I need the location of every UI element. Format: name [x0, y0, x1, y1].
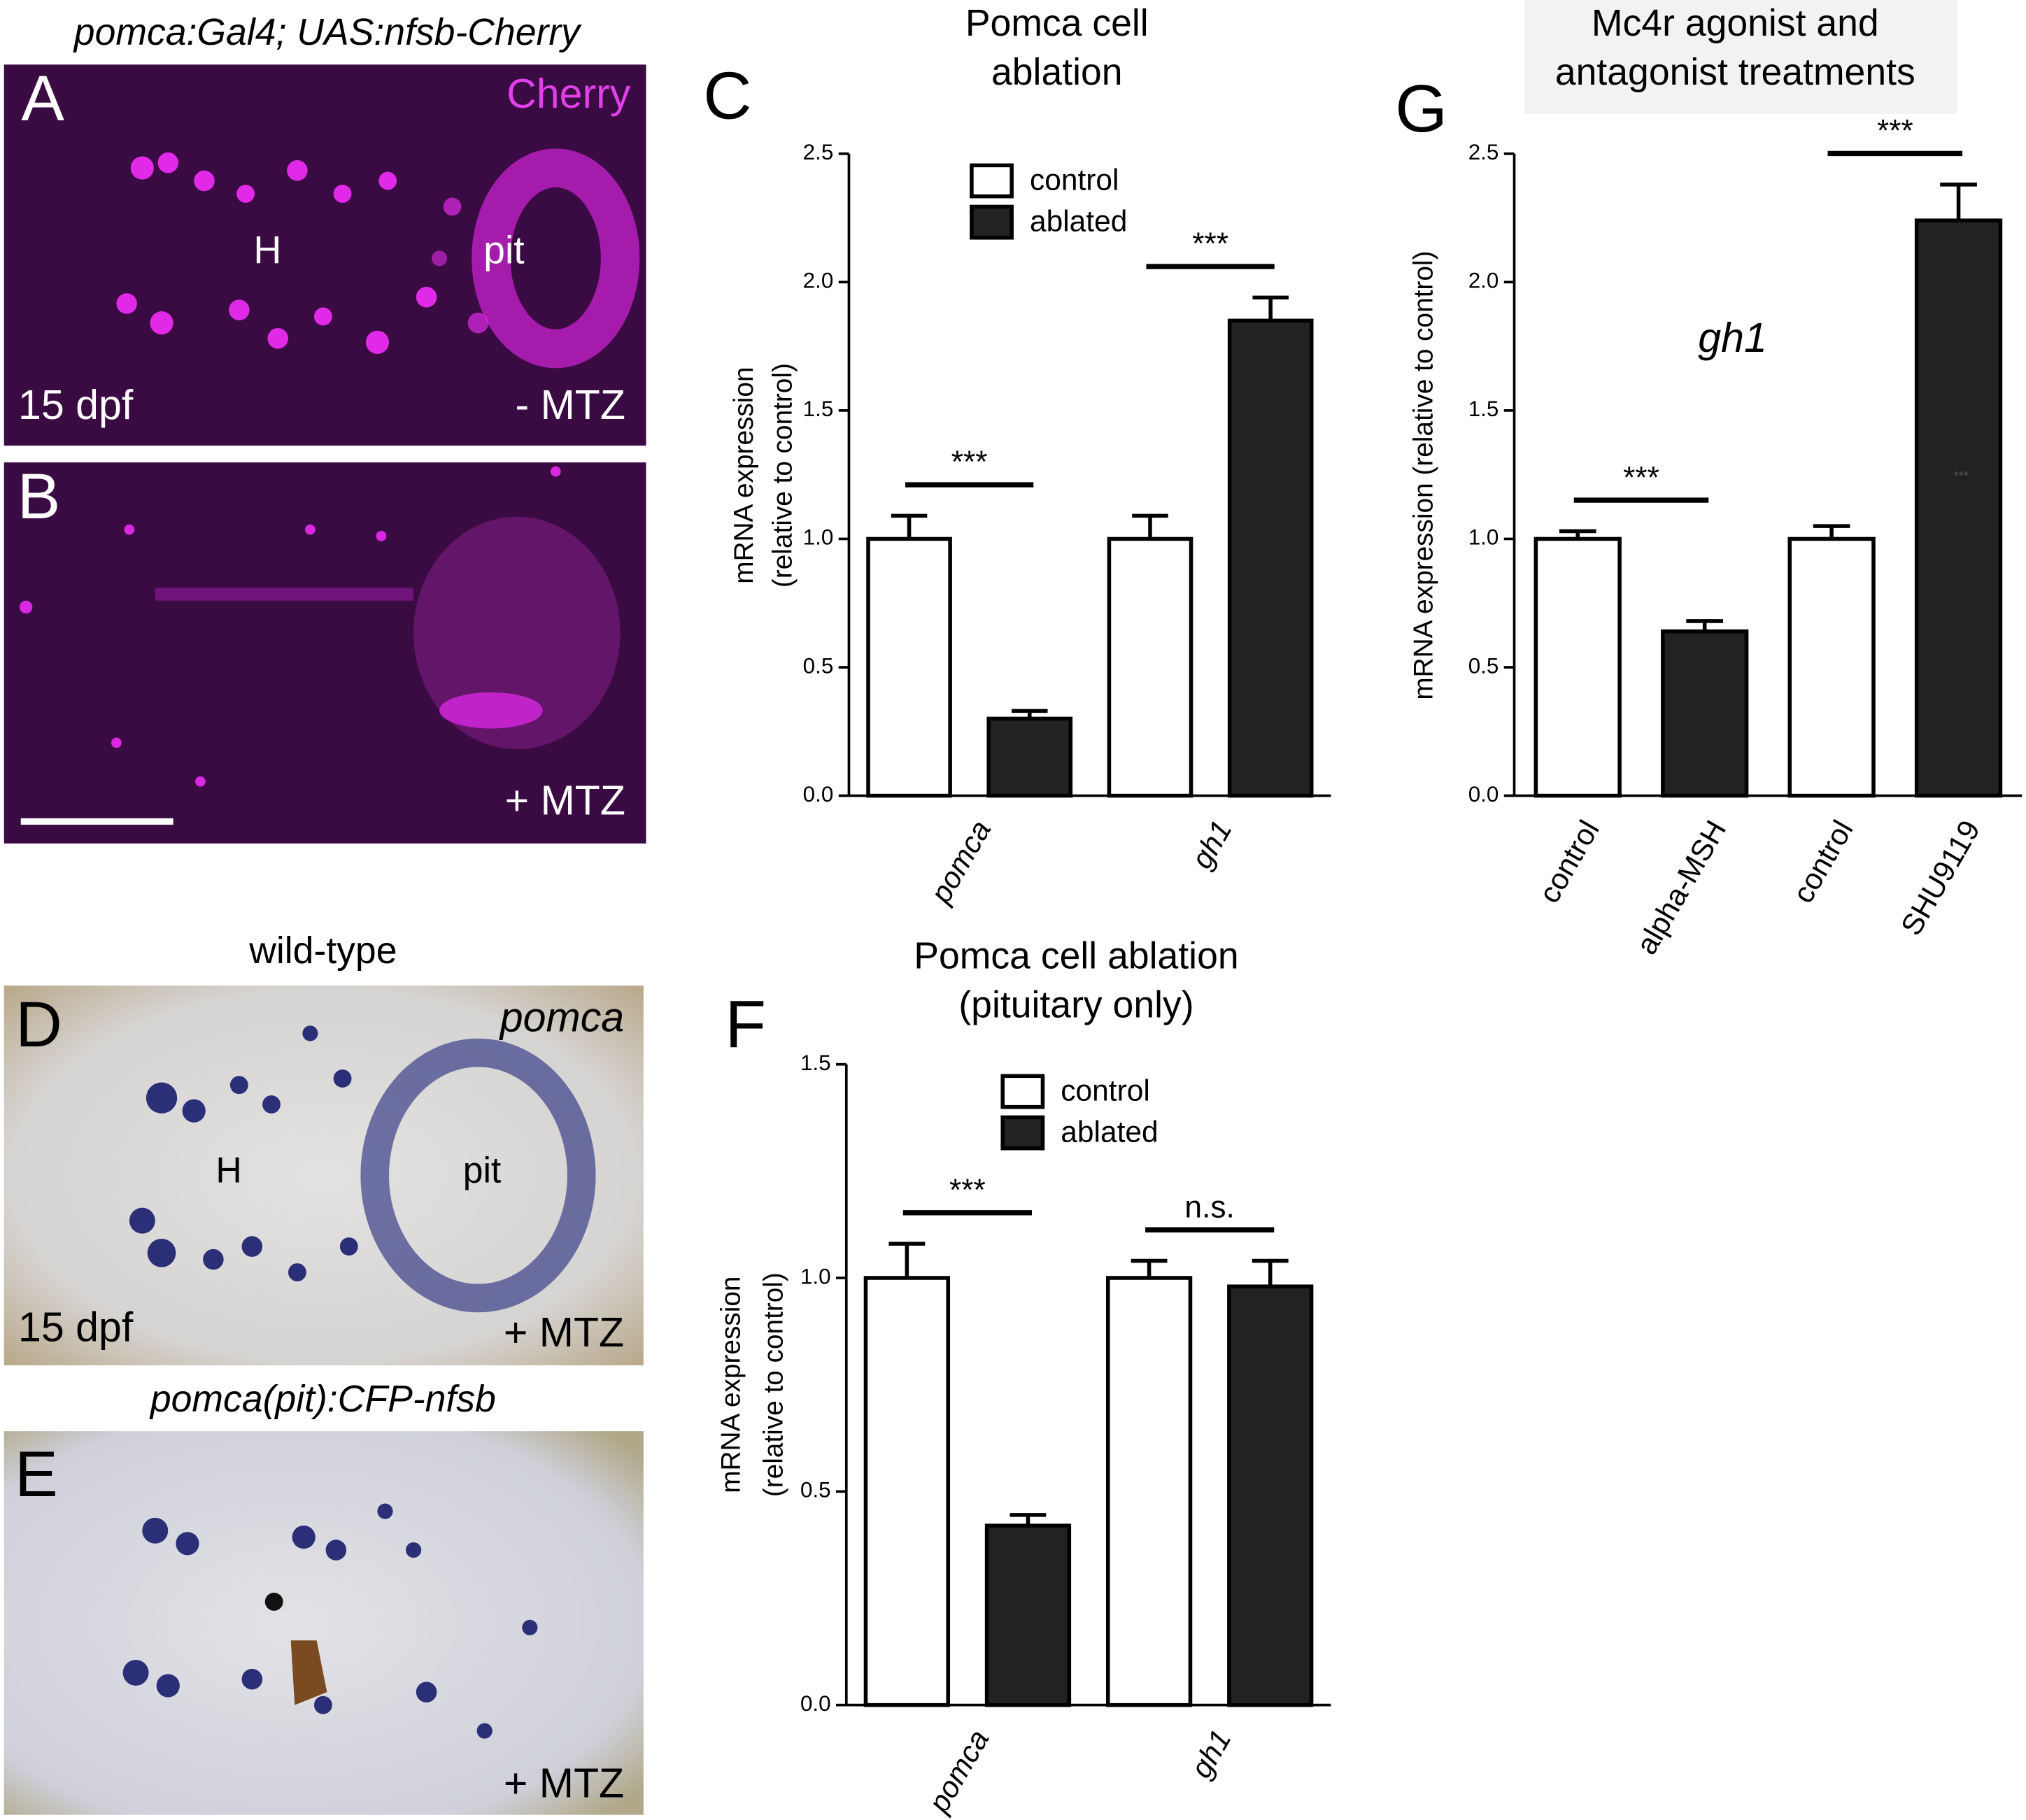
y-tick-label: 0.0 [803, 782, 834, 806]
panel-letter: F [725, 987, 766, 1062]
legend-label: ablated [1030, 205, 1127, 238]
bar [1227, 1284, 1314, 1707]
stray-mark: *** [1953, 468, 1969, 483]
y-tick-label: 0.5 [803, 653, 834, 678]
channel-label: Cherry [506, 71, 631, 117]
region-label: H [253, 229, 281, 272]
bar [1533, 536, 1622, 798]
bar [1914, 218, 2003, 798]
bar [1787, 536, 1876, 798]
y-axis-label: mRNA expression [716, 1277, 746, 1493]
panel-letter: E [15, 1437, 58, 1510]
y-tick-label: 2.5 [1468, 140, 1499, 164]
region-label: pit [483, 229, 525, 272]
bar [986, 716, 1073, 798]
x-tick-label: control [1786, 815, 1859, 909]
cells [122, 1503, 538, 1739]
significance-label: n.s. [1184, 1190, 1234, 1224]
micrograph [3, 986, 644, 1365]
bar [863, 1276, 950, 1707]
bar [1105, 1276, 1193, 1707]
legend-label: control [1030, 164, 1119, 197]
panel-letter: D [15, 988, 62, 1060]
y-tick-label: 2.0 [1468, 269, 1499, 293]
legend-swatch [970, 163, 1014, 199]
chart-title: Pomca cell [965, 3, 1149, 44]
bar [984, 1523, 1072, 1707]
y-tick-label: 1.5 [1468, 397, 1499, 421]
panel-title: pomca:Gal4; UAS:nfsb-Cherry [73, 12, 582, 53]
y-tick-label: 1.0 [803, 525, 834, 550]
cells [116, 148, 640, 369]
panel-letter: B [17, 460, 61, 532]
bar [1107, 536, 1193, 798]
y-tick-label: 2.0 [803, 269, 834, 293]
significance-label: *** [951, 445, 988, 479]
cells [129, 1025, 596, 1313]
panel-title: wild-type [248, 930, 397, 972]
micrograph [3, 1431, 644, 1815]
x-tick-label: control [1532, 815, 1605, 909]
panel-letter: A [21, 62, 64, 134]
significance-label: *** [1623, 460, 1659, 495]
chart-title: Pomca cell ablation [914, 935, 1238, 976]
x-tick-label: alpha-MSH [1629, 815, 1732, 960]
probe-label: pomca [499, 995, 624, 1041]
legend-label: control [1061, 1074, 1149, 1107]
legend-swatch [970, 204, 1014, 240]
significance-label: *** [1192, 227, 1228, 261]
panel-title: pomca(pit):CFP-nfsb [149, 1379, 496, 1420]
y-tick-label: 0.5 [800, 1478, 831, 1502]
treatment-label: + MTZ [504, 1309, 624, 1356]
y-axis-label: (relative to control) [758, 1272, 788, 1497]
gene-label: gh1 [1698, 315, 1767, 361]
significance-label: *** [949, 1173, 986, 1207]
y-axis-label: mRNA expression (relative to control) [1408, 251, 1438, 700]
y-tick-label: 1.0 [800, 1264, 831, 1288]
y-tick-label: 0.0 [1468, 782, 1499, 806]
y-tick-label: 1.5 [803, 397, 834, 421]
y-tick-label: 1.0 [1468, 525, 1499, 550]
y-tick-label: 0.5 [1468, 653, 1499, 678]
chart-title: Mc4r agonist and [1592, 3, 1879, 44]
y-axis-label: (relative to control) [767, 363, 798, 588]
legend-swatch [1000, 1074, 1045, 1109]
panel-letter: C [703, 58, 751, 133]
legend-label: ablated [1061, 1116, 1158, 1149]
y-tick-label: 0.0 [800, 1691, 831, 1716]
y-axis-label: mRNA expression [729, 367, 759, 583]
chart-title: ablation [991, 52, 1123, 93]
y-tick-label: 2.5 [803, 140, 834, 164]
treatment-label: + MTZ [504, 1761, 624, 1807]
bar [1661, 629, 1749, 798]
chart-title: (pituitary only) [958, 985, 1193, 1026]
treatment-label: + MTZ [505, 777, 625, 823]
x-tick-label: pomca [921, 1724, 995, 1819]
age-label: 15 dpf [18, 1304, 134, 1351]
bar [866, 536, 952, 798]
age-label: 15 dpf [18, 382, 134, 428]
x-tick-label: pomca [923, 815, 997, 910]
legend-swatch [1000, 1115, 1045, 1151]
bar [1227, 318, 1314, 798]
treatment-label: - MTZ [516, 382, 625, 428]
micrograph [3, 64, 646, 446]
x-tick-label: gh1 [1185, 815, 1238, 874]
significance-label: *** [1877, 114, 1913, 148]
cells [19, 466, 621, 787]
title-background [1524, 0, 1957, 114]
x-tick-label: SHU9119 [1894, 815, 1986, 941]
panel-letter: G [1395, 71, 1447, 146]
y-tick-label: 1.5 [800, 1051, 831, 1075]
x-tick-label: gh1 [1184, 1724, 1238, 1784]
chart-title: antagonist treatments [1555, 52, 1915, 93]
region-label: H [215, 1149, 241, 1190]
region-label: pit [463, 1149, 502, 1190]
